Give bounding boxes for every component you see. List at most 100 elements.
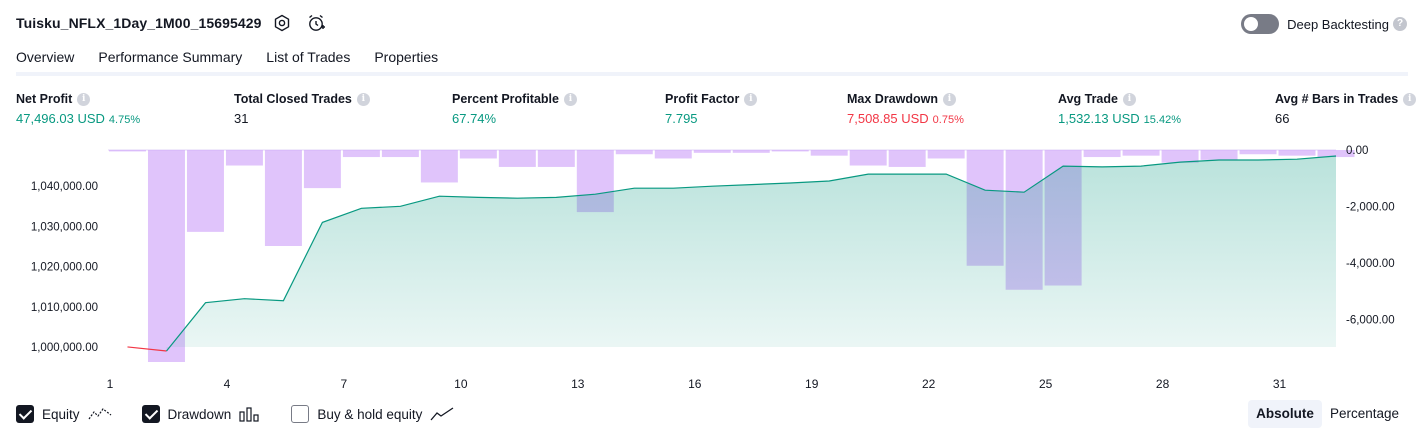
drawdown-bar: [342, 150, 380, 158]
stats-row: Net Profit i 47,496.03 USD 4.75% Total Clo…: [0, 92, 1424, 132]
stat-label: Profit Factor: [665, 92, 740, 106]
stat-avg-trade: Avg Trade i 1,532.13 USD 15.42%: [1058, 92, 1181, 126]
x-axis-label: 13: [571, 377, 585, 391]
settings-icon[interactable]: [272, 13, 292, 33]
info-icon[interactable]: i: [77, 92, 91, 106]
stat-net-profit: Net Profit i 47,496.03 USD 4.75%: [16, 92, 140, 126]
stat-label: Max Drawdown: [847, 92, 938, 106]
percentage-button[interactable]: Percentage: [1329, 406, 1399, 421]
equity-line: [166, 155, 1337, 352]
drawdown-bar: [498, 150, 536, 167]
absolute-button[interactable]: Absolute: [1248, 400, 1322, 428]
equity-checkbox[interactable]: [16, 405, 34, 423]
legend-equity-label: Equity: [42, 406, 80, 422]
drawdown-bar: [1083, 150, 1121, 158]
stat-max-drawdown: Max Drawdown i 7,508.85 USD 0.75%: [847, 92, 964, 126]
drawdown-bar: [225, 150, 263, 166]
drawdown-bar: [1161, 150, 1199, 163]
right-axis-label: -4,000.00: [1346, 258, 1395, 270]
drawdown-bar: [109, 150, 146, 152]
stat-label: Total Closed Trades: [234, 92, 352, 106]
x-axis-label: 10: [454, 377, 468, 391]
equity-chart[interactable]: 1,040,000.00 1,030,000.00 1,020,000.00 1,01…: [0, 140, 1424, 396]
x-axis-label: 22: [922, 377, 936, 391]
stat-value: 47,496.03 USD: [16, 111, 105, 126]
chart-svg[interactable]: 1,040,000.00 1,030,000.00 1,020,000.00 1,01…: [0, 140, 1424, 396]
info-icon[interactable]: i: [943, 92, 956, 106]
drawdown-bars-icon: [239, 406, 261, 422]
tab-list-of-trades[interactable]: List of Trades: [266, 49, 351, 65]
stat-value: 1,532.13 USD: [1058, 111, 1140, 126]
right-axis-label: 0.00: [1346, 145, 1368, 157]
drawdown-bar: [1317, 150, 1355, 158]
help-icon[interactable]: ?: [1393, 17, 1407, 31]
toggle-knob: [1244, 17, 1259, 31]
tab-performance-summary[interactable]: Performance Summary: [98, 49, 243, 65]
left-axis-label: 1,040,000.00: [31, 181, 98, 193]
info-icon[interactable]: i: [1122, 92, 1136, 106]
tabs-divider: [16, 72, 1408, 76]
drawdown-bar: [1239, 150, 1277, 155]
stat-value: 67.74%: [452, 111, 497, 126]
right-axis-label: -6,000.00: [1346, 314, 1395, 326]
stat-avg-bars: Avg # Bars in Trades i 66: [1275, 92, 1417, 126]
info-icon[interactable]: i: [356, 92, 370, 106]
drawdown-bar: [693, 150, 731, 153]
x-axis-label: 25: [1039, 377, 1053, 391]
x-axis-label: 31: [1273, 377, 1287, 391]
info-icon[interactable]: i: [563, 92, 577, 106]
x-axis-label: 4: [224, 377, 231, 391]
stat-label: Avg # Bars in Trades: [1275, 92, 1399, 106]
deep-backtesting-label: Deep Backtesting: [1287, 16, 1389, 32]
x-axis-label: 19: [805, 377, 819, 391]
info-icon[interactable]: i: [1403, 92, 1417, 106]
left-axis-label: 1,020,000.00: [31, 262, 98, 274]
drawdown-bar: [654, 150, 692, 159]
stat-value: 7.795: [665, 111, 698, 126]
stat-total-closed-trades: Total Closed Trades i 31: [234, 92, 370, 126]
legend-drawdown[interactable]: Drawdown: [141, 405, 262, 423]
x-axis-label: 1: [107, 377, 114, 391]
drawdown-bar: [381, 150, 419, 158]
stat-sub-value: 0.75%: [932, 114, 964, 126]
legend-buy-hold-label: Buy & hold equity: [317, 406, 423, 422]
drawdown-bar: [1200, 150, 1238, 160]
x-axis-label: 28: [1156, 377, 1170, 391]
right-axis-label: -2,000.00: [1346, 201, 1395, 213]
deep-backtesting-toggle-wrap: Deep Backtesting ?: [1241, 14, 1407, 34]
stat-label: Percent Profitable: [452, 92, 559, 106]
stat-percent-profitable: Percent Profitable i 67.74%: [452, 92, 577, 126]
drawdown-bar: [420, 150, 458, 183]
buy-hold-line-icon: [430, 406, 454, 422]
left-axis-label: 1,000,000.00: [31, 342, 98, 354]
tab-bar: Overview Performance Summary List of Tra…: [16, 46, 462, 76]
deep-backtesting-toggle[interactable]: [1241, 14, 1280, 34]
legend-buy-hold[interactable]: Buy & hold equity: [291, 405, 454, 423]
add-alert-icon[interactable]: [306, 13, 326, 33]
legend-drawdown-label: Drawdown: [167, 406, 232, 422]
left-axis-label: 1,030,000.00: [31, 221, 98, 233]
stat-label: Net Profit: [16, 92, 73, 106]
drawdown-bar: [1122, 150, 1160, 156]
info-icon[interactable]: i: [744, 92, 758, 106]
view-mode-toggle: Absolute Percentage: [1248, 400, 1407, 428]
drawdown-bar: [537, 150, 575, 167]
stat-value: 31: [234, 111, 249, 126]
drawdown-bar: [186, 150, 224, 232]
drawdown-checkbox[interactable]: [141, 405, 160, 423]
left-axis-label: 1,010,000.00: [31, 302, 98, 314]
stat-sub-value: 15.42%: [1143, 114, 1181, 126]
drawdown-bar: [732, 150, 770, 153]
chart-legend: Equity Drawdown Buy & hold equity: [16, 402, 484, 426]
drawdown-bar: [147, 150, 185, 362]
x-axis-label: 16: [688, 377, 702, 391]
drawdown-bar: [459, 150, 497, 159]
strategy-title: Tuisku_NFLX_1Day_1M00_15695429: [16, 15, 262, 31]
stat-label: Avg Trade: [1058, 92, 1118, 106]
equity-line-icon: [88, 406, 112, 422]
tab-properties[interactable]: Properties: [374, 49, 439, 65]
drawdown-bar: [1278, 150, 1316, 156]
buy-hold-checkbox[interactable]: [291, 405, 310, 423]
strategy-header: Tuisku_NFLX_1Day_1M00_15695429 Deep Back…: [0, 0, 1424, 46]
legend-equity[interactable]: Equity: [16, 405, 112, 423]
